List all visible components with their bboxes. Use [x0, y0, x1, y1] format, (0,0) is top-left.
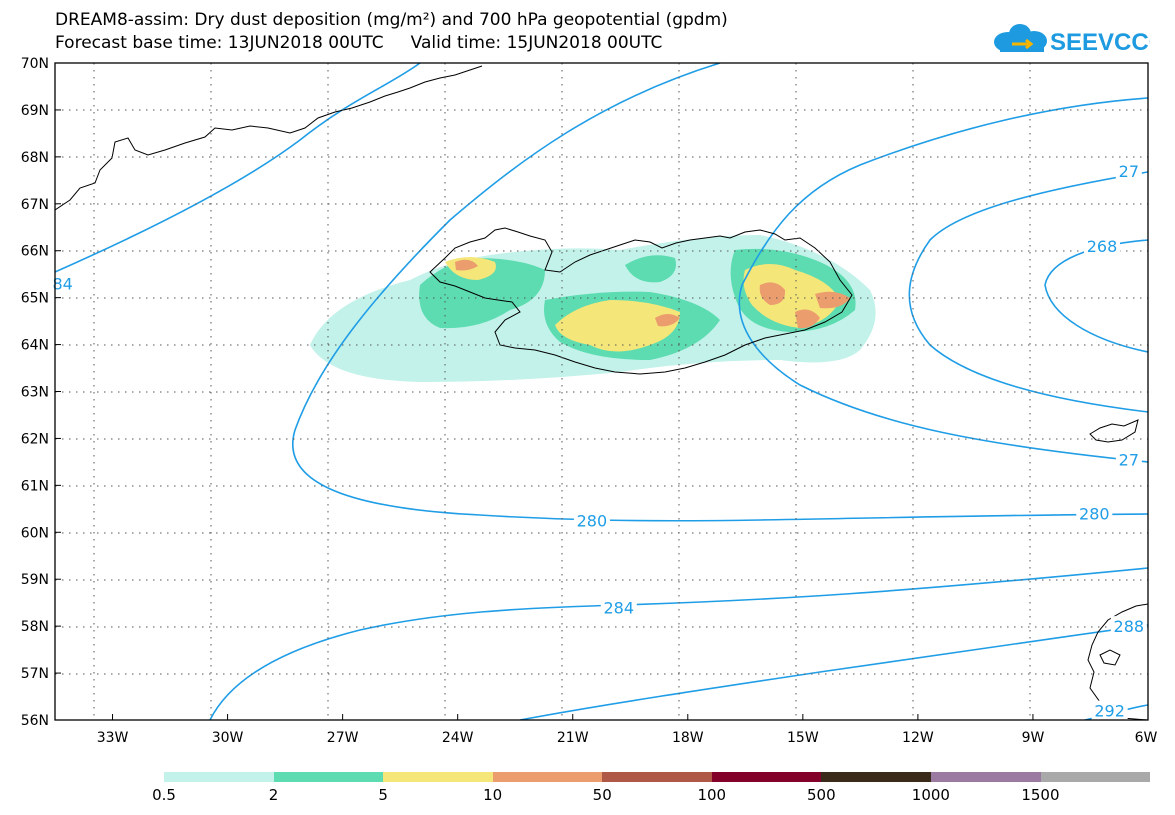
dust-level-5: [743, 264, 840, 328]
contour-labels: 84 280 280 284 268 27 27 288 292: [49, 160, 1147, 721]
lat-tick-label: 70N: [21, 56, 49, 72]
legend-label: 50: [592, 786, 612, 804]
forecast-base-time: Forecast base time: 13JUN2018 00UTC: [55, 33, 384, 53]
lat-tick-label: 61N: [21, 478, 49, 494]
longitude-labels: 33W 30W 27W 24W 21W 18W 15W 12W 9W 6W: [97, 730, 1158, 746]
contour-label: 284: [603, 598, 634, 617]
dust-level-10: [655, 314, 680, 327]
faroe-coast: [1089, 419, 1139, 443]
lon-tick-label: 6W: [1135, 730, 1158, 746]
valid-time: Valid time: 15JUN2018 00UTC: [410, 33, 663, 53]
contour-label: 27: [1119, 162, 1139, 181]
dust-level-10: [455, 259, 478, 271]
lat-tick-label: 66N: [21, 244, 49, 260]
lon-tick-label: 27W: [327, 730, 359, 746]
contour-line: [1044, 239, 1148, 353]
logo-text: SEEVCCC: [1050, 29, 1150, 56]
contour-label-bg: [1110, 616, 1147, 636]
contour-label: 280: [1079, 505, 1110, 524]
dust-level-5: [555, 300, 680, 352]
lon-tick-label: 33W: [97, 730, 129, 746]
lat-tick-label: 62N: [21, 431, 49, 447]
contour-line: [738, 97, 1148, 463]
contour-label-bg: [1091, 700, 1128, 720]
lat-tick-label: 69N: [21, 103, 49, 119]
legend-swatch: [711, 772, 822, 782]
legend-label: 5: [378, 786, 388, 804]
dust-level-2: [625, 255, 676, 283]
chart-title: DREAM8-assim: Dry dust deposition (mg/m²…: [55, 10, 728, 30]
color-legend: [164, 772, 1151, 782]
lat-tick-label: 63N: [21, 385, 49, 401]
seevccc-logo: SEEVCCC: [994, 24, 1150, 56]
lat-tick-label: 59N: [21, 572, 49, 588]
greenland-coast: [55, 65, 483, 211]
contour-label-bg: [600, 597, 637, 617]
dust-level-10: [815, 291, 850, 309]
contour-line: [292, 63, 1148, 522]
dust-level-2: [419, 258, 545, 329]
contour-label: 288: [1114, 617, 1145, 636]
lat-tick-label: 68N: [21, 150, 49, 166]
lat-tick-label: 64N: [21, 338, 49, 354]
lon-tick-label: 12W: [902, 730, 934, 746]
coastlines: [55, 65, 1148, 720]
contour-label: 292: [1094, 702, 1125, 721]
contour-label-bg: [1083, 236, 1120, 256]
legend-swatch: [1040, 772, 1151, 782]
lon-tick-label: 9W: [1022, 730, 1045, 746]
legend-label: 10: [483, 786, 503, 804]
cloud-icon: [994, 24, 1047, 52]
hebrides-coast: [1099, 649, 1121, 666]
contour-label: 280: [577, 512, 608, 531]
legend-label: 1500: [1021, 786, 1060, 804]
contour-line: [908, 171, 1148, 413]
contour-label-bg: [1076, 503, 1113, 523]
dust-deposition-shading: [310, 235, 876, 382]
lat-tick-label: 67N: [21, 197, 49, 213]
lat-tick-label: 57N: [21, 666, 49, 682]
contour-line: [55, 63, 421, 273]
dust-level-10: [759, 282, 786, 305]
lat-tick-label: 58N: [21, 619, 49, 635]
latitude-labels: 70N 69N 68N 67N 66N 65N 64N 63N 62N 61N 60N 59N 58N 5…: [21, 56, 49, 729]
contour-label-bg: [49, 273, 76, 293]
contour-label-bg: [1115, 449, 1142, 469]
legend-label: 2: [268, 786, 279, 804]
lat-tick-label: 56N: [21, 713, 49, 729]
legend-swatch: [492, 772, 603, 782]
lon-tick-label: 30W: [212, 730, 244, 746]
legend-swatch: [821, 772, 931, 782]
legend-swatch: [383, 772, 493, 782]
legend-label: 100: [697, 786, 727, 804]
contour-label: 84: [52, 275, 72, 294]
legend-swatch: [602, 772, 712, 782]
tick-marks: [55, 62, 1149, 721]
dust-level-10: [795, 309, 820, 329]
legend-swatch: [164, 772, 274, 782]
contour-label-bg: [573, 510, 610, 530]
lon-tick-label: 15W: [787, 730, 819, 746]
lat-tick-label: 65N: [21, 291, 49, 307]
legend-label: 0.5: [152, 786, 176, 804]
legend-label: 1000: [911, 786, 950, 804]
geopotential-contours: [55, 63, 1148, 720]
grid-lines: [55, 63, 1148, 720]
contour-label: 27: [1119, 451, 1139, 470]
lon-tick-label: 21W: [557, 730, 589, 746]
contour-line: [519, 624, 1148, 720]
legend-swatch: [930, 772, 1041, 782]
contour-label-bg: [1115, 160, 1142, 180]
iceland-coast: [429, 227, 853, 375]
lat-tick-label: 60N: [21, 525, 49, 541]
contour-label: 268: [1087, 237, 1118, 256]
time-info: Forecast base time: 13JUN2018 00UTC Vali…: [55, 33, 662, 53]
contour-line: [209, 567, 1148, 720]
dust-deposition-map: 84 280 280 284 268 27 27 288 292 70N 69N 68N 67N 66N…: [21, 56, 1158, 746]
lon-tick-label: 18W: [672, 730, 704, 746]
legend-swatch: [273, 772, 384, 782]
lon-tick-label: 24W: [442, 730, 474, 746]
legend-label: 500: [807, 786, 836, 804]
